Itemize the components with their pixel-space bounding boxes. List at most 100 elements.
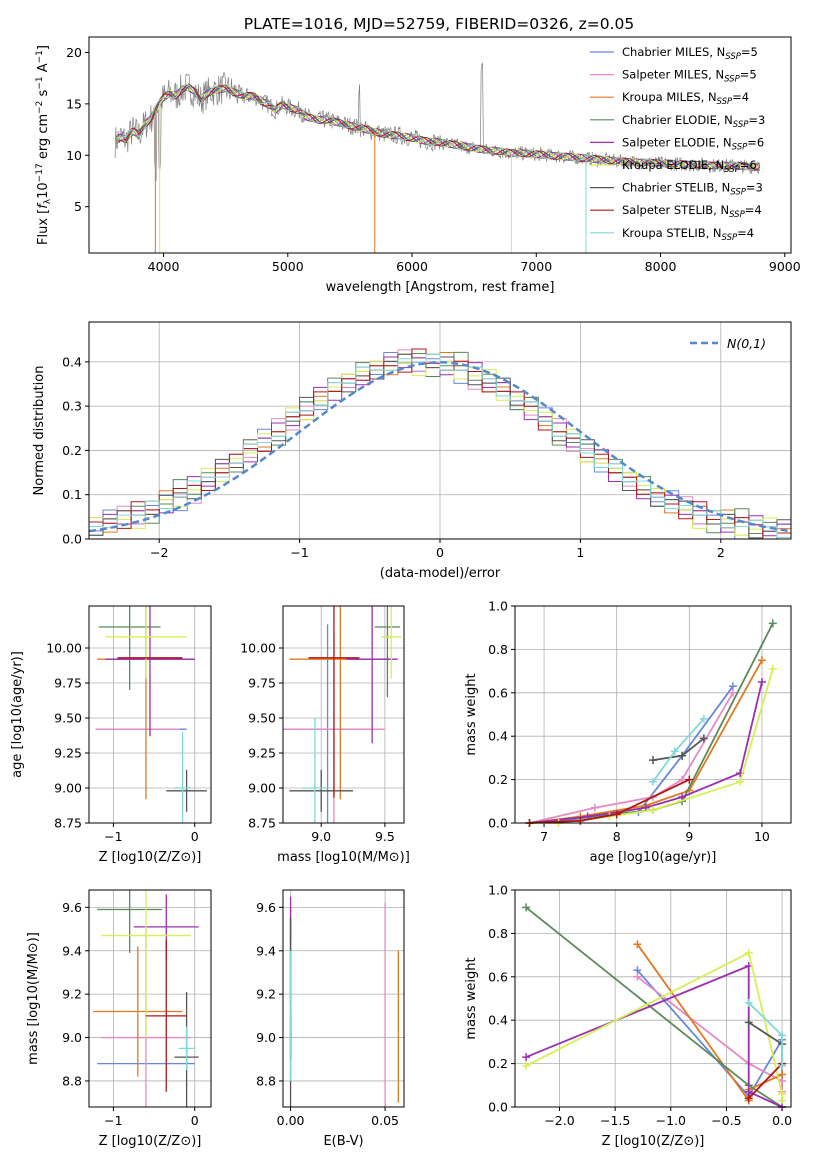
series-line-7 <box>748 1062 783 1099</box>
series-point-5 <box>649 805 657 814</box>
series-point-5 <box>778 1096 787 1105</box>
y-tick-label: 0.8 <box>488 926 508 941</box>
y-tick-label: 9.0 <box>256 1030 276 1045</box>
x-axis-label: mass [log10(M/M⊙)] <box>277 850 410 865</box>
series-point-1 <box>590 803 599 812</box>
y-tick-label: 9.6 <box>62 900 82 915</box>
x-tick-label: 1 <box>576 545 584 560</box>
y-tick-label: 9.00 <box>248 781 276 796</box>
x-axis-label: age [log10(age/yr)] <box>590 850 717 865</box>
series-point-8 <box>670 747 679 756</box>
axes-frame <box>88 36 792 254</box>
x-tick-label: 0.05 <box>371 1113 399 1128</box>
series-point-6 <box>744 1018 753 1027</box>
axes-frame <box>282 889 405 1108</box>
y-tick-label: 9.50 <box>54 711 82 726</box>
y-axis-label: mass weight <box>464 957 479 1039</box>
axes-frame <box>514 605 792 824</box>
x-tick-label: 0.00 <box>277 1113 305 1128</box>
series-point-2 <box>778 1070 787 1079</box>
y-axis-label: mass weight <box>464 673 479 755</box>
legend-entry: Chabrier STELIB, NSSP=3 <box>622 181 763 198</box>
x-axis-label: E(B-V) <box>323 1134 363 1149</box>
series-point-5 <box>744 948 753 957</box>
y-axis-label: mass [log10(M/M⊙)] <box>26 932 41 1065</box>
x-tick-label: 9.5 <box>375 829 395 844</box>
series-point-1 <box>728 688 737 697</box>
x-tick-label: 4000 <box>148 259 180 274</box>
mass-vs-metallicity-panel: −1 0 8.8 9.0 9.2 9.4 9.6 Z [log10(Z/Z⊙)] mass [l… <box>26 889 212 1149</box>
axes-frame <box>88 605 212 824</box>
y-tick-label: 8.8 <box>256 1073 276 1088</box>
legend-entry: Kroupa MILES, NSSP=4 <box>622 90 749 107</box>
x-tick-label: 0 <box>191 829 199 844</box>
y-tick-label: 15 <box>66 96 82 111</box>
y-tick-label: 5 <box>74 199 82 214</box>
mass-vs-ebv-panel: 0.00 0.05 8.8 9.0 9.2 9.4 9.6 E(B-V) <box>256 889 405 1149</box>
x-tick-label: 9.0 <box>311 829 331 844</box>
y-tick-label: 9.75 <box>248 676 276 691</box>
axes-frame <box>282 605 405 824</box>
series-line-3 <box>525 906 783 1108</box>
series-point-5 <box>522 1061 531 1070</box>
weight-vs-metallicity-panel: −2.0 −1.5 −1.0 −0.5 0.0 0.0 0.2 0.4 0.6 0.8 1.0 Z [… <box>464 883 792 1150</box>
series-point-3 <box>768 619 777 628</box>
series-line-7 <box>529 778 690 824</box>
series-point-6 <box>699 734 708 743</box>
y-tick-label: 10 <box>66 148 82 163</box>
series-line-4 <box>529 681 763 824</box>
legend-entry: Kroupa ELODIE, NSSP=6 <box>622 158 757 175</box>
y-tick-label: 0.2 <box>488 1056 508 1071</box>
x-axis-label: Z [log10(Z/Z⊙)] <box>99 850 202 865</box>
series-point-8 <box>778 1061 787 1070</box>
y-tick-label: 0.6 <box>488 969 508 984</box>
y-tick-label: 10.00 <box>240 641 276 656</box>
figure-title: PLATE=1016, MJD=52759, FIBERID=0326, z=0… <box>244 15 634 33</box>
x-tick-label: 10 <box>754 829 770 844</box>
series-line-5 <box>529 668 774 824</box>
x-tick-label: −1.0 <box>656 1113 686 1128</box>
x-tick-label: −2 <box>150 545 168 560</box>
y-axis-label: Flux [fλ10−17 erg cm−2 s−1 A−1] <box>35 45 53 245</box>
series-line-5 <box>525 951 783 1101</box>
series-point-4 <box>522 1053 531 1062</box>
series-point-2 <box>633 940 642 949</box>
x-tick-label: −2.0 <box>544 1113 574 1128</box>
series-point-5 <box>768 664 777 673</box>
y-tick-label: 9.00 <box>54 781 82 796</box>
x-tick-label: 2 <box>717 545 725 560</box>
y-tick-label: 0.8 <box>488 642 508 657</box>
legend-entry: Kroupa STELIB, NSSP=4 <box>622 226 754 243</box>
series-line-1 <box>529 692 734 824</box>
x-tick-label: 6000 <box>396 259 428 274</box>
y-tick-label: 0.4 <box>488 1013 508 1028</box>
model-spectrum-8 <box>115 83 761 171</box>
x-axis-label: (data-model)/error <box>380 566 501 581</box>
y-tick-label: 0.6 <box>488 685 508 700</box>
series-point-8 <box>699 714 708 723</box>
model-spectrum-7 <box>116 83 761 171</box>
age-vs-metallicity-panel: −1 0 8.75 9.00 9.25 9.50 9.75 10.00 Z [log10(Z/Z… <box>10 605 212 865</box>
legend-entry: Salpeter STELIB, NSSP=4 <box>622 203 762 220</box>
series-point-4 <box>757 677 766 686</box>
y-axis-label: Normed distribution <box>32 366 47 496</box>
series-point-1 <box>633 972 642 981</box>
y-tick-label: 9.2 <box>256 987 276 1002</box>
series-point-6 <box>649 756 657 765</box>
legend-entry: Salpeter ELODIE, NSSP=6 <box>622 135 764 152</box>
series-point-7 <box>612 810 621 819</box>
series-point-5 <box>736 777 745 786</box>
x-tick-label: −1 <box>104 829 122 844</box>
x-tick-label: 0 <box>191 1113 199 1128</box>
y-tick-label: 9.25 <box>54 746 82 761</box>
weight-vs-age-panel: 7 8 9 10 0.0 0.2 0.4 0.6 0.8 1.0 age [log10(age/yr… <box>464 599 792 865</box>
y-tick-label: 0.0 <box>62 532 82 547</box>
y-tick-label: 9.50 <box>248 711 276 726</box>
series-point-6 <box>678 751 687 760</box>
x-tick-label: 7000 <box>520 259 552 274</box>
y-tick-label: 9.25 <box>248 746 276 761</box>
series-point-4 <box>678 792 687 801</box>
x-axis-label: wavelength [Angstrom, rest frame] <box>326 280 555 295</box>
series-point-2 <box>757 656 766 665</box>
